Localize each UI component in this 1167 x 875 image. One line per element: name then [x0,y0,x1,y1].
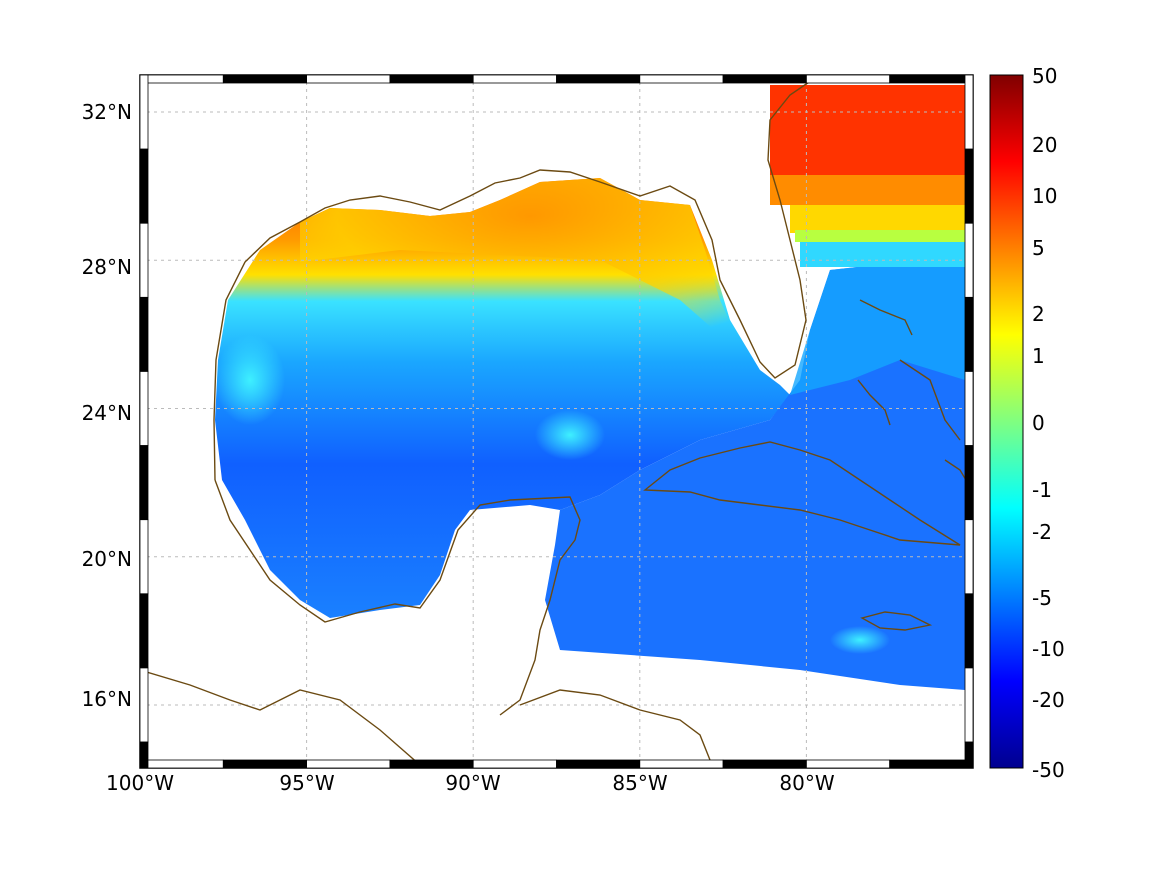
coast-hispaniola [944,459,967,481]
frame-bar-segment [139,593,149,669]
x-tick-label: 80°W [779,771,834,795]
colorbar-label: -50 [1032,758,1065,782]
frame-bar-segment [139,296,149,372]
colorbar-label: -10 [1032,637,1065,661]
frame-bar-segment [964,148,974,224]
colorbar-label: 0 [1032,411,1045,435]
frame-bar-segment [964,741,974,769]
frame-bar-segment [222,74,308,84]
y-tick-label: 28°N [82,255,132,279]
frame-bar-segment [139,519,149,595]
atlantic-orange [770,175,965,205]
atlantic-cyan [800,242,965,267]
frame-bar-segment [389,759,474,769]
frame-bar-segment [556,74,641,84]
frame-bar-segment [139,759,224,769]
cool-spot-central [535,410,605,460]
frame-bar-segment [964,222,974,298]
colorbar-label: 50 [1032,64,1057,88]
frame-bar-segment [964,519,974,595]
frame-bar-segment [964,74,974,150]
frame-bar-segment [139,74,149,150]
colorbar [989,74,1024,769]
frame-bar-segment [889,759,974,769]
x-tick-label: 95°W [279,771,334,795]
frame-bar-segment [139,741,149,769]
frame-bar-segment [722,759,807,769]
coast-cuba [643,441,961,546]
y-tick-label: 20°N [82,547,132,571]
colorbar-label: 10 [1032,184,1057,208]
grid-lines [140,75,973,768]
x-tick-label: 90°W [445,771,500,795]
y-axis-labels: 32°N 28°N 24°N 20°N 16°N [82,100,132,711]
frame-bar-segment [222,759,308,769]
coast-honduras [519,689,711,761]
frame-bar-segment [139,148,149,224]
northern-warm-band [300,178,760,370]
frame-bar-segment [964,593,974,669]
frame-bar-segment [722,74,807,84]
gulf-field [215,178,790,618]
coast-bahamas [857,299,961,441]
frame-bars [139,74,974,769]
cool-spot-west [215,335,285,425]
colorbar-label: -2 [1032,520,1052,544]
frame-bar-segment [964,445,974,521]
frame-bar-segment [306,74,391,84]
frame-bar-segment [639,759,724,769]
colorbar-labels: 50 20 10 5 2 1 0 -1 -2 -5 -10 -20 -50 [1032,64,1065,782]
colorbar-label: 2 [1032,302,1045,326]
frame-bar-segment [139,222,149,298]
frame-bar-segment [806,74,891,84]
frame-bar-segment [472,74,557,84]
colorbar-label: 1 [1032,344,1045,368]
coastlines [140,77,967,766]
cool-spot-jamaica [830,626,890,654]
coast-mexico [214,479,581,716]
colorbar-label: -5 [1032,586,1052,610]
x-axis-labels: 100°W 95°W 90°W 85°W 80°W [106,771,835,795]
caribbean-cyan-edge [790,255,965,395]
y-tick-label: 32°N [82,100,132,124]
frame-bar-segment [139,371,149,446]
y-tick-label: 24°N [82,401,132,425]
colorbar-label: 5 [1032,236,1045,260]
atlantic-green [795,230,965,242]
frame-bar-segment [472,759,557,769]
frame-bar-segment [806,759,891,769]
atlantic-yellow [790,205,965,233]
frame-bar-segment [964,667,974,743]
atlantic-red [770,85,965,185]
coast-jamaica [860,611,933,631]
frame-bar-segment [556,759,641,769]
frame-bar-segment [639,74,724,84]
frame-bar-segment [139,445,149,521]
frame-bar-segment [389,74,474,84]
frame-bar-segment [306,759,391,769]
colorbar-label: -20 [1032,688,1065,712]
coast-central-america [140,669,421,766]
frame-bar-segment [139,667,149,743]
y-tick-label: 16°N [82,687,132,711]
frame-bar-segment [139,74,224,84]
coast-gulf-north [213,77,816,481]
x-tick-label: 100°W [106,771,174,795]
x-tick-label: 85°W [612,771,667,795]
frame-bar-segment [964,296,974,372]
frame-bar-segment [964,371,974,446]
colorbar-label: 20 [1032,133,1057,157]
colorbar-label: -1 [1032,478,1052,502]
frame-bar-segment [889,74,974,84]
data-field [215,85,965,690]
